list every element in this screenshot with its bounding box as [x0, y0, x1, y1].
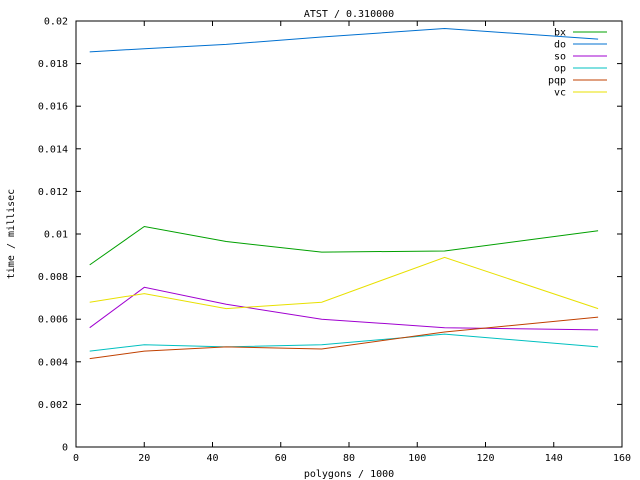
series-lines: [89, 27, 599, 360]
series-line-pqp: [89, 316, 599, 360]
x-tick-label: 20: [138, 453, 150, 464]
plot-frame: [75, 20, 623, 448]
legend-label-bx: bx: [554, 28, 566, 39]
y-tick-label: 0.02: [44, 17, 68, 28]
series-line-so: [89, 286, 599, 331]
y-tick-label: 0.016: [38, 102, 68, 113]
x-tick-label: 120: [476, 453, 494, 464]
legend-label-op: op: [554, 64, 566, 75]
legend-label-vc: vc: [554, 88, 566, 99]
x-tick-label: 100: [408, 453, 426, 464]
y-tick-label: 0.008: [38, 272, 68, 283]
x-tick-label: 140: [545, 453, 563, 464]
y-axis-label: time / millisec: [6, 189, 17, 279]
legend-label-do: do: [554, 40, 566, 51]
y-tick-label: 0: [62, 443, 68, 454]
series-line-do: [89, 27, 599, 53]
x-tick-label: 80: [343, 453, 355, 464]
y-tick-label: 0.002: [38, 400, 68, 411]
x-tick-label: 0: [73, 453, 79, 464]
series-line-vc: [89, 256, 599, 310]
axis-ticks: 0 20 40 60 80 100 120 140 160 0 0.002 0.004 0.006 0.0…: [38, 17, 631, 465]
legend-label-pqp: pqp: [548, 76, 566, 87]
x-axis-label: polygons / 1000: [304, 469, 394, 480]
series-line-op: [89, 333, 599, 352]
y-tick-label: 0.012: [38, 187, 68, 198]
y-tick-label: 0.014: [38, 144, 68, 155]
y-tick-label: 0.006: [38, 315, 68, 326]
x-tick-label: 40: [206, 453, 218, 464]
y-tick-label: 0.004: [38, 357, 68, 368]
y-tick-label: 0.01: [44, 230, 68, 241]
x-tick-label: 160: [613, 453, 631, 464]
chart-title: ATST / 0.310000: [304, 9, 394, 20]
y-tick-label: 0.018: [38, 59, 68, 70]
x-tick-label: 60: [275, 453, 287, 464]
legend-label-so: so: [554, 52, 566, 63]
series-line-bx: [89, 225, 599, 266]
